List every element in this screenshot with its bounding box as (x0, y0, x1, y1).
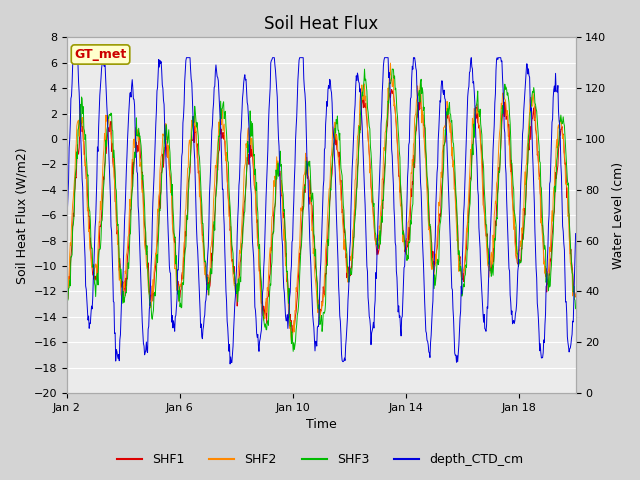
Text: GT_met: GT_met (74, 48, 127, 61)
Legend: SHF1, SHF2, SHF3, depth_CTD_cm: SHF1, SHF2, SHF3, depth_CTD_cm (112, 448, 528, 471)
Y-axis label: Soil Heat Flux (W/m2): Soil Heat Flux (W/m2) (15, 147, 28, 284)
Y-axis label: Water Level (cm): Water Level (cm) (612, 162, 625, 269)
Title: Soil Heat Flux: Soil Heat Flux (264, 15, 378, 33)
X-axis label: Time: Time (306, 419, 337, 432)
